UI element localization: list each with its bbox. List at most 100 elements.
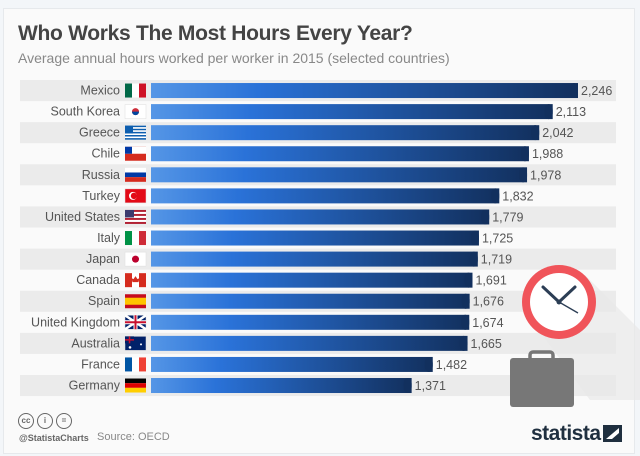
bar-row: Canada 1,691 — [76, 272, 507, 288]
bar — [151, 104, 553, 120]
bar-row: Germany 1,371 — [20, 374, 616, 397]
category-label: Turkey — [82, 189, 120, 203]
bar-row: Russia 1,978 — [20, 164, 616, 186]
bar-row: United States 1,779 — [20, 206, 616, 228]
flag-icon — [125, 231, 146, 246]
flag-icon — [125, 209, 146, 224]
bar — [151, 272, 473, 288]
bar-row: Greece 2,042 — [20, 122, 616, 144]
category-label: United States — [45, 210, 120, 224]
bar — [151, 209, 490, 225]
bar-end — [570, 83, 578, 99]
flag-icon — [125, 167, 146, 182]
bar — [151, 356, 433, 372]
bar-end — [544, 104, 553, 120]
value-label: 1,779 — [492, 210, 523, 224]
bar-end — [461, 314, 470, 330]
flag-icon — [125, 273, 146, 288]
bar-end — [461, 293, 470, 309]
category-label: Italy — [97, 231, 121, 245]
flag-icon — [124, 336, 147, 351]
bar-end — [481, 209, 490, 225]
bar — [151, 378, 412, 394]
category-label: France — [81, 357, 120, 371]
flag-icon — [125, 357, 146, 372]
bar-end — [531, 125, 540, 141]
bar — [151, 125, 540, 141]
cc-icon: cc — [18, 413, 34, 429]
bar — [151, 251, 478, 267]
flag-icon — [124, 251, 147, 267]
statista-logo[interactable]: statista — [531, 422, 601, 445]
flag-icon — [124, 104, 147, 119]
category-label: Mexico — [80, 84, 120, 98]
value-label: 1,482 — [436, 358, 467, 372]
bar — [151, 188, 500, 204]
value-label: 1,988 — [532, 147, 563, 161]
value-label: 2,113 — [556, 105, 586, 119]
nd-icon: = — [56, 413, 72, 429]
flag-icon — [124, 314, 147, 331]
category-label: United Kingdom — [31, 315, 120, 329]
value-label: 1,676 — [473, 295, 504, 309]
category-label: Chile — [92, 147, 121, 161]
category-label: Russia — [82, 168, 120, 182]
value-label: 1,719 — [481, 253, 512, 267]
category-label: Japan — [86, 252, 120, 266]
bar-end — [464, 272, 473, 288]
bar-end — [519, 167, 528, 183]
statista-handle[interactable]: @StatistaCharts — [19, 433, 89, 443]
bar-end — [470, 230, 479, 246]
category-label: Spain — [88, 294, 120, 308]
value-label: 1,674 — [472, 316, 503, 330]
category-label: Australia — [71, 336, 120, 350]
value-label: 1,371 — [415, 379, 446, 393]
value-label: 1,725 — [482, 232, 513, 246]
bar-end — [520, 146, 529, 162]
bar — [151, 83, 578, 99]
bar-row: United Kingdom 1,674 — [31, 314, 504, 331]
flag-icon — [124, 188, 147, 204]
bar — [151, 167, 528, 183]
statista-logo-mark — [603, 425, 622, 442]
bar-row: Mexico 2,246 — [20, 80, 616, 102]
bar-row: Australia 1,665 — [20, 332, 616, 354]
value-label: 2,246 — [581, 84, 612, 98]
clock-illustration — [522, 265, 640, 400]
bar-row: Spain 1,676 — [20, 290, 616, 312]
bar — [151, 230, 479, 246]
bar-row: Chile 1,988 — [92, 146, 563, 162]
value-label: 1,665 — [471, 337, 502, 351]
flag-icon — [125, 294, 146, 309]
flag-icon — [125, 125, 146, 140]
by-icon: i — [37, 413, 53, 429]
category-label: Canada — [76, 273, 120, 287]
value-label: 1,691 — [475, 274, 506, 288]
value-label: 2,042 — [542, 126, 573, 140]
bar-row: Japan 1,719 — [20, 248, 616, 270]
bar-end — [459, 335, 468, 351]
bar-row: Turkey 1,832 — [82, 188, 534, 204]
chart-subtitle: Average annual hours worked per worker i… — [18, 50, 450, 66]
bar-row: South Korea 2,113 — [51, 104, 586, 120]
bar — [151, 146, 529, 162]
category-label: South Korea — [51, 105, 121, 119]
category-label: Greece — [79, 126, 120, 140]
chart-title: Who Works The Most Hours Every Year? — [18, 22, 413, 45]
bar — [151, 314, 470, 330]
bar-end — [469, 251, 478, 267]
flag-icon — [125, 146, 146, 161]
bar — [151, 293, 470, 309]
bar-row: France 1,482 — [81, 356, 467, 372]
briefcase-icon — [510, 350, 574, 407]
bar-end — [491, 188, 500, 204]
value-label: 1,978 — [530, 168, 561, 182]
bar-row: Italy 1,725 — [97, 230, 513, 246]
category-label: Germany — [69, 379, 121, 393]
bar — [151, 335, 468, 351]
flag-icon — [125, 83, 146, 98]
flag-icon — [125, 378, 146, 393]
bar-end — [403, 378, 412, 394]
source-note: Source: OECD — [97, 431, 170, 443]
